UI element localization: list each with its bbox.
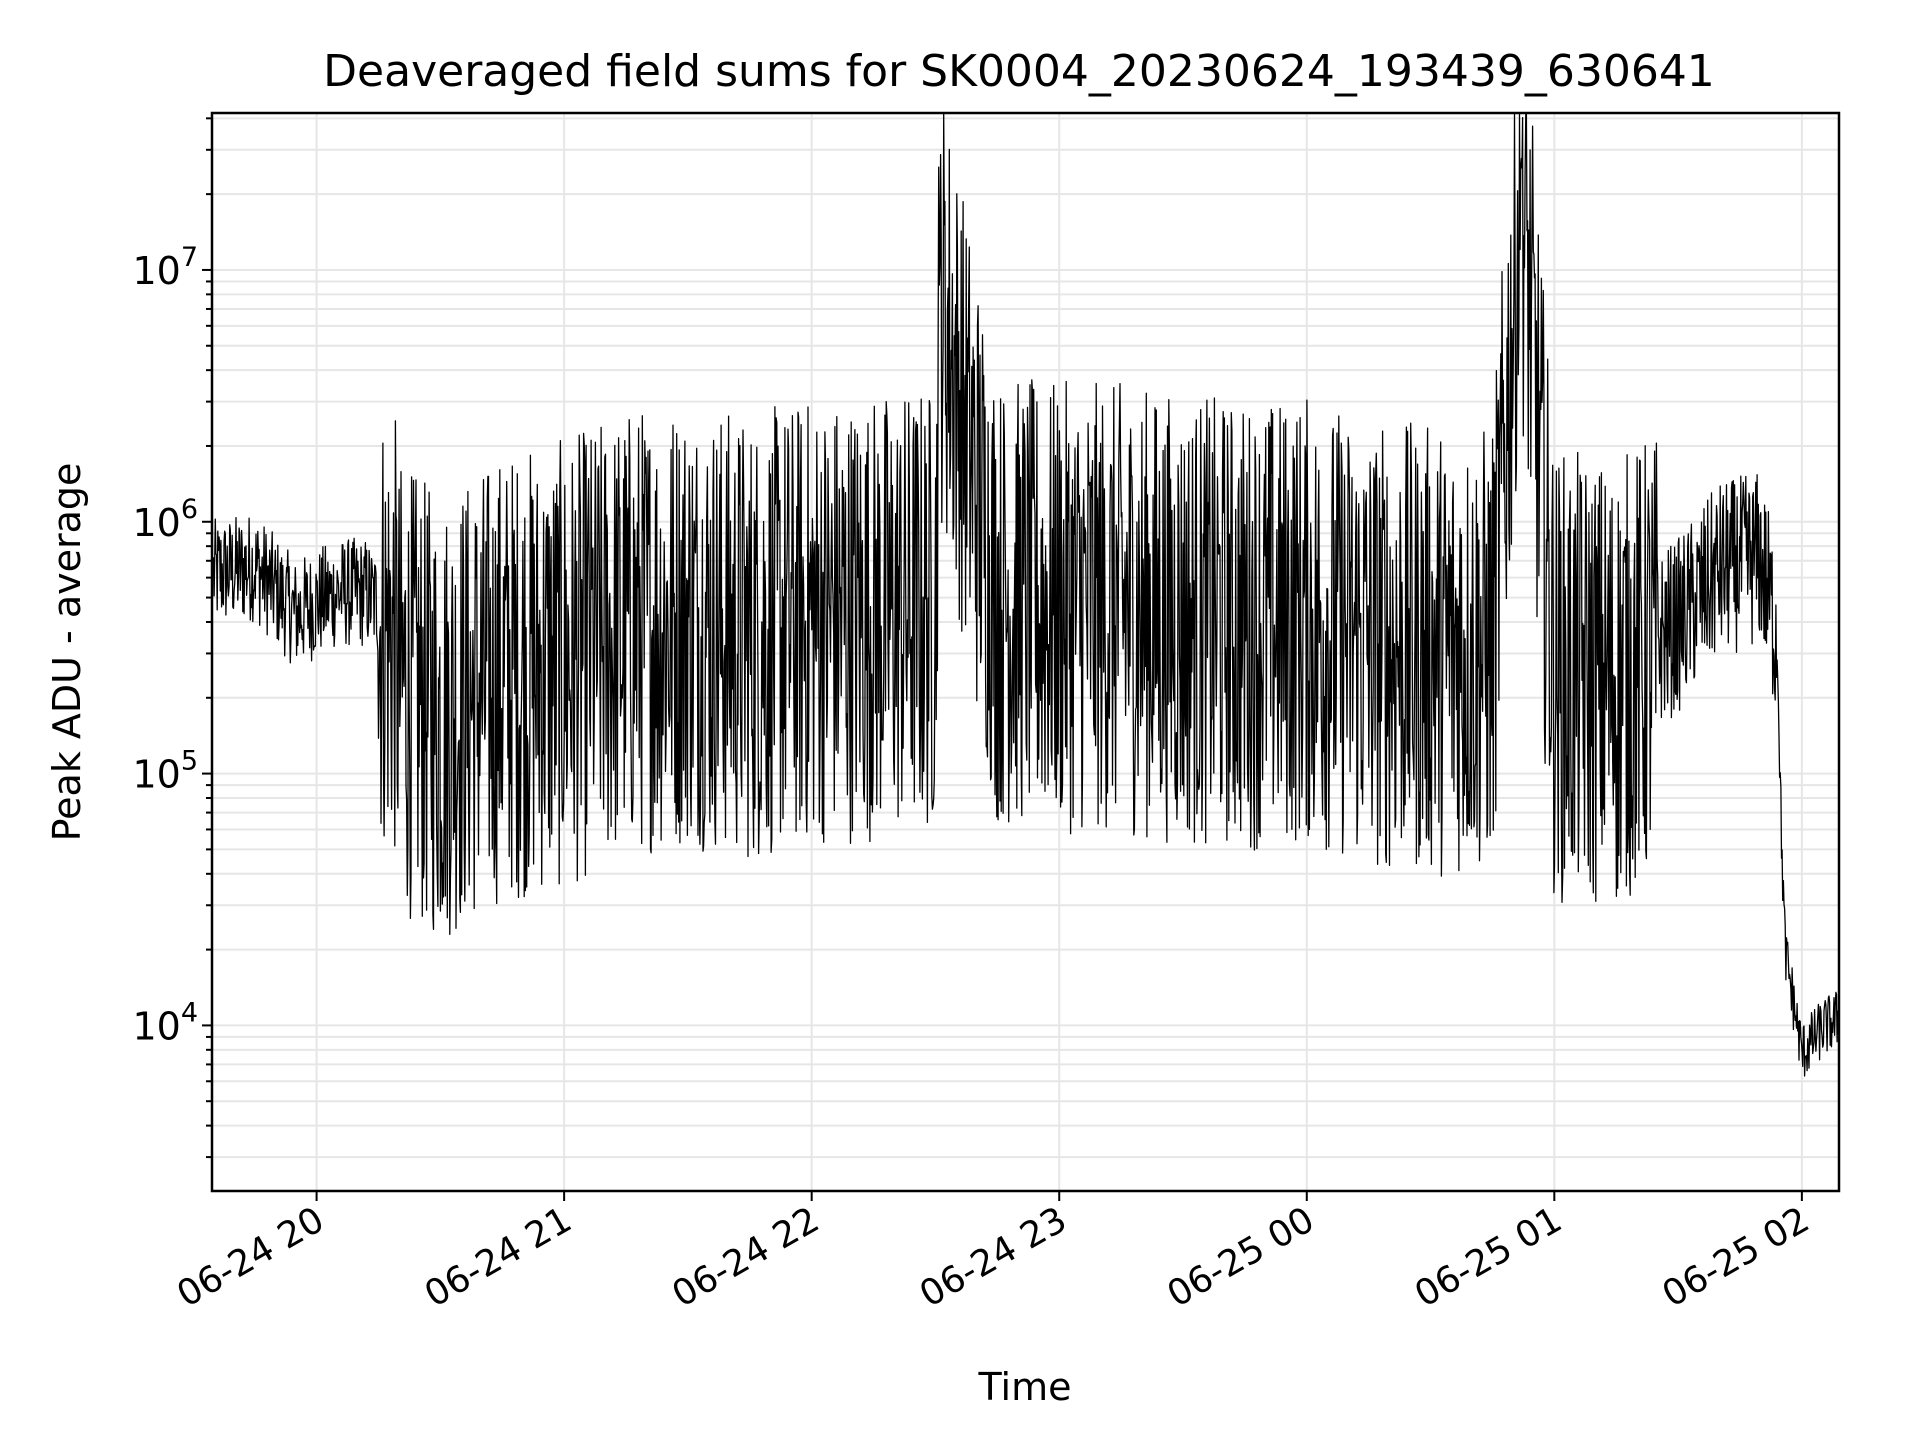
x-axis: 06-24 20 06-24 21 06-24 22 06-24 23 06-25 00… <box>170 1191 1816 1316</box>
series-line <box>212 112 1840 1077</box>
x-tick-label: 06-25 01 <box>1408 1199 1569 1315</box>
x-tick-label: 06-24 21 <box>418 1199 579 1315</box>
x-axis-label: Time <box>978 1365 1072 1409</box>
chart-title: Deaveraged field sums for SK0004_2023062… <box>323 46 1715 97</box>
y-tick-label: 107 <box>132 242 198 293</box>
y-tick-label: 105 <box>132 746 198 797</box>
x-tick-label: 06-25 02 <box>1656 1199 1817 1315</box>
x-tick-label: 06-25 00 <box>1161 1199 1322 1315</box>
x-tick-label: 06-24 23 <box>913 1199 1074 1315</box>
y-axis: 104 105 106 107 <box>132 117 212 1159</box>
y-tick-label: 104 <box>132 997 198 1048</box>
y-tick-label: 106 <box>132 494 198 545</box>
plot-frame <box>210 111 1841 1193</box>
x-tick-label: 06-24 22 <box>666 1199 827 1315</box>
y-axis-label: Peak ADU - average <box>45 463 89 842</box>
x-tick-label: 06-24 20 <box>170 1199 331 1315</box>
